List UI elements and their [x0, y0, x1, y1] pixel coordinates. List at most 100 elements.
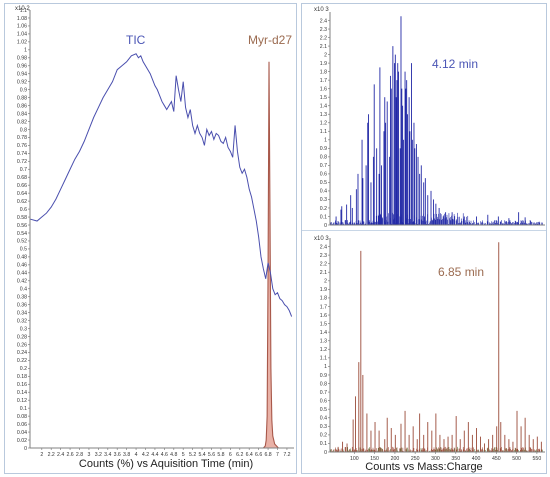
tic-y-axis: 0 0.02 0.04 0.06 0.08 0.1 0.12 0.14 0.16 0.18 0.2 0… — [17, 8, 30, 452]
tic-y-tick-label: 0.04 — [17, 430, 27, 436]
tic-x-tick-label: 3.6 — [114, 452, 121, 458]
tic-y-tick-label: 0 — [24, 446, 27, 452]
tic-y-tick-label: 0.08 — [17, 414, 27, 420]
bottom-spectrum-y-tick-label: 2.2 — [320, 261, 327, 267]
tic-y-tick-label: 0.16 — [17, 382, 27, 388]
tic-y-tick-label: 0.58 — [17, 215, 27, 221]
tic-y-tick-label: 0.68 — [17, 175, 27, 181]
tic-x-tick-label: 7.2 — [283, 452, 290, 458]
tic-y-tick-label: 0.44 — [17, 271, 27, 277]
bottom-spectrum-x-tick-label: 250 — [411, 456, 420, 462]
tic-x-tick-label: 6.2 — [236, 452, 243, 458]
tic-x-tick-label: 3 — [87, 452, 90, 458]
tic-y-tick-label: 0.02 — [17, 438, 27, 444]
tic-x-tick-label: 7 — [276, 452, 279, 458]
bottom-spectrum-y-tick-label: 0.8 — [320, 381, 327, 387]
top-spectrum-y-tick-label: 0.8 — [320, 155, 327, 161]
top-spectrum-y-tick-label: 1.9 — [320, 61, 327, 67]
tic-y-tick-label: 1 — [24, 48, 27, 54]
bottom-spectrum-y-tick-label: 0.9 — [320, 373, 327, 379]
tic-x-tick-label: 2.8 — [76, 452, 83, 458]
bottom-spectrum-y-exponent: x10 3 — [314, 236, 329, 242]
tic-x-tick-label: 3.4 — [104, 452, 111, 458]
tic-y-tick-label: 1.08 — [17, 16, 27, 22]
bottom-spectrum-y-tick-label: 0.4 — [320, 416, 327, 422]
tic-y-tick-label: 0.76 — [17, 143, 27, 149]
tic-x-axis-label: Counts (%) vs Aquisition Time (min) — [79, 458, 253, 470]
spectra-panel-frame — [301, 3, 547, 474]
bottom-spectrum-y-tick-label: 2.1 — [320, 270, 327, 276]
tic-x-tick-label: 5.6 — [208, 452, 215, 458]
tic-y-tick-label: 0.96 — [17, 64, 27, 70]
bottom-spectrum-x-tick-label: 150 — [370, 456, 379, 462]
tic-x-tick-label: 6.8 — [264, 452, 271, 458]
bottom-spectrum-y-tick-label: 1.3 — [320, 339, 327, 345]
tic-y-tick-label: 0.64 — [17, 191, 27, 197]
tic-y-tick-label: 0.14 — [17, 390, 27, 396]
tic-y-tick-label: 0.26 — [17, 342, 27, 348]
bottom-spectrum-x-tick-label: 550 — [533, 456, 542, 462]
bottom-spectrum-x-tick-label: 500 — [512, 456, 521, 462]
top-spectrum-y-tick-label: 1.8 — [320, 69, 327, 75]
bottom-spectrum-peaks — [330, 242, 544, 452]
tic-y-tick-label: 0.42 — [17, 279, 27, 285]
tic-x-axis: 2 2.2 2.4 2.6 2.8 3 3.2 3.4 3.6 3.8 4 4.2 4.4 4.6 4.8 5… — [40, 448, 291, 458]
tic-y-tick-label: 0.54 — [17, 231, 27, 237]
myr-d27-annotation: Myr-d27 — [248, 33, 292, 47]
tic-y-tick-label: 0.78 — [17, 135, 27, 141]
tic-y-tick-label: 0.5 — [20, 247, 27, 253]
top-spectrum-y-tick-label: 1.3 — [320, 112, 327, 118]
tic-y-tick-label: 1.04 — [17, 32, 27, 38]
top-spectrum-y-tick-label: 1.4 — [320, 104, 327, 110]
bottom-spectrum-y-tick-label: 0.7 — [320, 390, 327, 396]
top-spectrum-y-tick-label: 0.9 — [320, 146, 327, 152]
tic-y-tick-label: 0.66 — [17, 183, 27, 189]
bottom-spectrum-y-tick-label: 0.5 — [320, 407, 327, 413]
tic-y-tick-label: 0.62 — [17, 199, 27, 205]
top-spectrum-y-exponent: x10 3 — [314, 7, 329, 13]
tic-x-tick-label: 2 — [40, 452, 43, 458]
tic-y-tick-label: 0.32 — [17, 318, 27, 324]
tic-trace — [29, 53, 293, 317]
tic-y-tick-label: 0.36 — [17, 302, 27, 308]
tic-x-tick-label: 3.2 — [95, 452, 102, 458]
top-spectrum-y-tick-label: 1.7 — [320, 78, 327, 84]
bottom-spectrum-y-tick-label: 1.8 — [320, 296, 327, 302]
tic-x-tick-label: 4 — [135, 452, 138, 458]
bottom-spectrum-y-tick-label: 2.4 — [320, 244, 327, 250]
bottom-spectrum-x-tick-label: 200 — [391, 456, 400, 462]
tic-y-tick-label: 0.6 — [20, 207, 27, 213]
bottom-spectrum-y-tick-label: 1.9 — [320, 287, 327, 293]
top-spectrum-y-tick-label: 0.4 — [320, 189, 327, 195]
tic-x-tick-label: 5 — [182, 452, 185, 458]
top-spectrum-time-annotation: 4.12 min — [432, 57, 478, 71]
tic-x-tick-label: 5.8 — [217, 452, 224, 458]
bottom-spectrum-y-tick-label: 1.2 — [320, 347, 327, 353]
bottom-spectrum-x-tick-label: 350 — [451, 456, 460, 462]
tic-y-tick-label: 0.1 — [20, 406, 27, 412]
bottom-spectrum-y-tick-label: 1.6 — [320, 313, 327, 319]
bottom-spectrum-y-tick-label: 2 — [324, 279, 327, 285]
spectrum-4-12-min: 0 0.1 0.2 0.3 0.4 0.5 0.6 0.7 0.8 0.9 1 1.1 1.2 1.3 1.… — [314, 7, 545, 229]
bottom-spectrum-x-tick-label: 300 — [431, 456, 440, 462]
tic-x-tick-label: 2.2 — [48, 452, 55, 458]
top-spectrum-y-tick-label: 1.1 — [320, 129, 327, 135]
tic-y-tick-label: 0.2 — [20, 366, 27, 372]
bottom-spectrum-x-tick-label: 450 — [492, 456, 501, 462]
tic-panel-frame — [4, 3, 297, 474]
tic-x-tick-label: 4.8 — [170, 452, 177, 458]
top-spectrum-y-tick-label: 0.1 — [320, 214, 327, 220]
top-spectrum-y-tick-label: 0.2 — [320, 206, 327, 212]
top-spectrum-y-tick-label: 0.5 — [320, 180, 327, 186]
tic-y-tick-label: 0.9 — [20, 87, 27, 93]
bottom-spectrum-x-tick-label: 100 — [350, 456, 359, 462]
tic-y-tick-label: 0.24 — [17, 350, 27, 356]
top-spectrum-y-tick-label: 0.7 — [320, 163, 327, 169]
spectrum-x-axis-label: Counts vs Mass:Charge — [365, 461, 482, 473]
tic-y-tick-label: 0.38 — [17, 294, 27, 300]
tic-y-tick-label: 0.3 — [20, 326, 27, 332]
tic-y-tick-label: 0.18 — [17, 374, 27, 380]
top-spectrum-peaks — [330, 16, 544, 225]
bottom-spectrum-y-tick-label: 0.1 — [320, 441, 327, 447]
tic-x-tick-label: 4.4 — [151, 452, 158, 458]
